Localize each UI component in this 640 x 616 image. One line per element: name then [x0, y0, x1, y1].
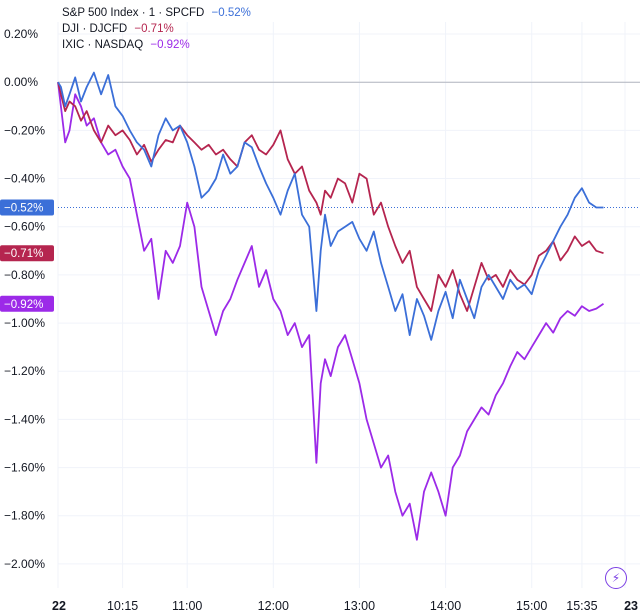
y-tick-label: 0.00% — [4, 75, 38, 89]
x-tick-label: 15:00 — [516, 599, 547, 613]
x-tick-label: 15:35 — [566, 599, 597, 613]
y-tick-label: −1.00% — [4, 316, 45, 330]
y-tick-label: −0.80% — [4, 268, 45, 282]
y-tick-label: 0.20% — [4, 27, 38, 41]
legend-value: −0.92% — [150, 39, 190, 51]
gridlines — [57, 22, 640, 588]
legend-value: −0.71% — [134, 23, 174, 35]
x-axis: 22 10:15 11:00 12:00 13:00 14:00 15:00 15:35 23 — [52, 599, 638, 613]
y-tick-label: −0.60% — [4, 220, 45, 234]
last-value-tags: −0.52% −0.71% −0.92% — [0, 199, 54, 312]
legend-value: −0.52% — [211, 7, 251, 19]
last-value-tag-text: −0.71% — [4, 248, 43, 260]
x-tick-label: 10:15 — [107, 599, 138, 613]
legend-label: IXIC · NASDAQ — [62, 39, 144, 51]
last-value-tag-bg — [0, 295, 54, 312]
y-tick-label: −1.60% — [4, 461, 45, 475]
y-tick-label: −0.20% — [4, 123, 45, 137]
legend: S&P 500 Index · 1 · SPCFD −0.52% DJI · D… — [62, 5, 251, 53]
y-tick-label: −1.80% — [4, 509, 45, 523]
series-line-0 — [57, 71, 604, 341]
legend-item-dji[interactable]: DJI · DJCFD −0.71% — [62, 21, 251, 37]
y-tick-label: −2.00% — [4, 557, 45, 571]
legend-label: DJI · DJCFD — [62, 23, 128, 35]
series-line-1 — [57, 81, 604, 312]
x-tick-label: 11:00 — [172, 599, 202, 613]
last-value-tag-text: −0.52% — [4, 202, 43, 214]
y-tick-label: −0.40% — [4, 172, 45, 186]
legend-label: S&P 500 Index · 1 · SPCFD — [62, 7, 205, 19]
x-tick-label: 22 — [52, 599, 66, 613]
x-tick-label: 12:00 — [258, 599, 289, 613]
x-tick-label: 23 — [624, 599, 638, 613]
y-tick-label: −1.20% — [4, 364, 45, 378]
y-axis: 0.20% 0.00% −0.20% −0.40% −0.60% −0.80% −1.00%… — [4, 27, 45, 571]
series-line-2 — [57, 82, 604, 541]
legend-item-spx[interactable]: S&P 500 Index · 1 · SPCFD −0.52% — [62, 5, 251, 21]
x-tick-label: 14:00 — [430, 599, 461, 613]
last-value-tag-bg — [0, 199, 54, 216]
series-lines — [57, 71, 604, 541]
last-value-tag-bg — [0, 245, 54, 262]
y-tick-label: −1.40% — [4, 412, 45, 426]
legend-item-ixic[interactable]: IXIC · NASDAQ −0.92% — [62, 37, 251, 53]
lightning-icon[interactable]: ⚡ — [605, 567, 627, 589]
x-tick-label: 13:00 — [344, 599, 375, 613]
last-value-tag-text: −0.92% — [4, 299, 43, 311]
